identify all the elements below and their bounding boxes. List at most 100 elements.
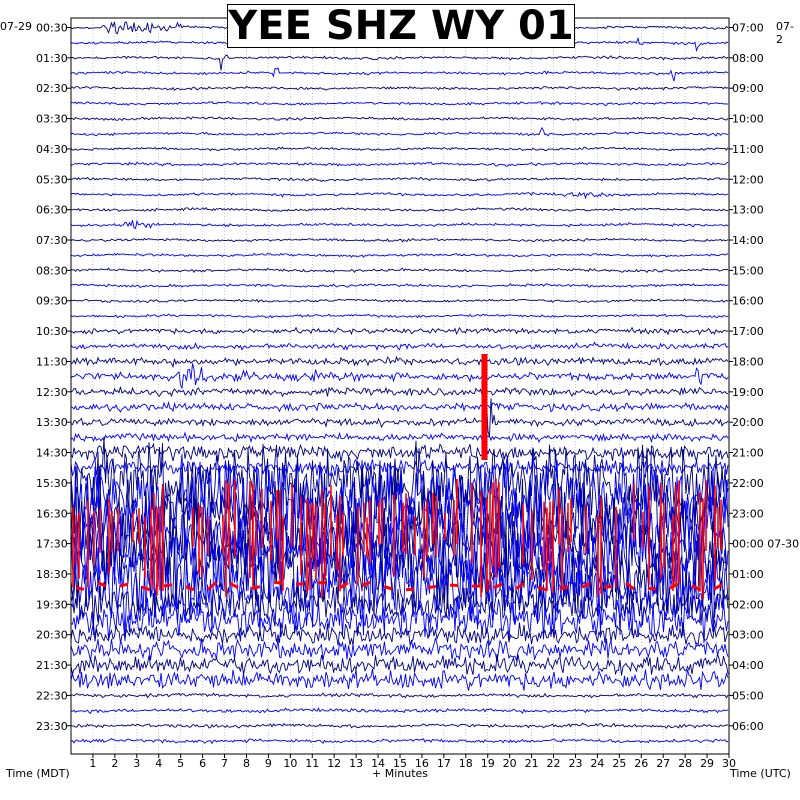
grid-lines xyxy=(71,18,729,754)
left-time-labels: 00:30 01:30 02:30 03:30 04:30 05:30 06:30 07:30… xyxy=(36,22,71,733)
left-time-label: 17:30 xyxy=(36,538,68,551)
clip-mark xyxy=(625,581,635,591)
x-tick-label: 7 xyxy=(221,757,228,770)
trace-row xyxy=(70,355,729,369)
left-time-label: 20:30 xyxy=(36,629,68,642)
trace-row xyxy=(70,581,729,628)
x-tick-label: 23 xyxy=(568,757,582,770)
right-time-label: 04:00 xyxy=(732,659,764,672)
x-tick-label: 5 xyxy=(177,757,184,770)
trace-row xyxy=(70,457,729,479)
clip-spike xyxy=(481,354,488,460)
left-time-label: 21:30 xyxy=(36,659,68,672)
trace-row xyxy=(70,386,728,398)
trace-row xyxy=(70,722,729,729)
trace-row xyxy=(70,341,729,352)
right-time-label: 13:00 xyxy=(732,204,764,217)
x-tick-label: 11 xyxy=(305,757,319,770)
trace-row xyxy=(70,176,729,183)
trace-row xyxy=(70,54,729,71)
right-time-label: 01:00 xyxy=(732,568,764,581)
clipped-signal-overlay xyxy=(72,354,723,599)
left-axis-label: Time (MDT) xyxy=(5,767,70,780)
trace-row xyxy=(70,537,729,637)
right-time-label: 15:00 xyxy=(732,264,764,277)
left-time-label: 04:30 xyxy=(36,143,68,156)
left-time-label: 05:30 xyxy=(36,173,68,186)
clip-mark xyxy=(493,582,503,590)
trace-row xyxy=(70,622,729,647)
clip-mark xyxy=(97,581,107,588)
x-tick-label: 22 xyxy=(547,757,561,770)
right-time-label: 02:00 xyxy=(732,598,764,611)
trace-row xyxy=(70,67,729,82)
x-tick-label: 1 xyxy=(89,757,96,770)
x-tick-label: 14 xyxy=(371,757,385,770)
right-time-label: 07:00 xyxy=(732,22,764,35)
left-time-label: 19:30 xyxy=(36,598,68,611)
trace-row xyxy=(70,267,729,274)
right-time-label: 00:00 07-30 xyxy=(732,538,799,551)
left-time-label: 18:30 xyxy=(36,568,68,581)
trace-row xyxy=(70,313,729,319)
trace-row xyxy=(70,283,729,289)
left-time-label: 09:30 xyxy=(36,295,68,308)
clip-mark xyxy=(119,582,129,588)
right-date-label: 07-2 xyxy=(776,20,794,46)
right-time-label: 11:00 xyxy=(732,143,764,156)
clip-mark xyxy=(581,582,591,589)
trace-row xyxy=(70,85,729,91)
x-tick-label: 21 xyxy=(525,757,539,770)
trace-row xyxy=(70,298,729,304)
x-tick-label: 8 xyxy=(243,757,250,770)
trace-row xyxy=(70,652,729,676)
left-time-label: 23:30 xyxy=(36,720,68,733)
clip-mark xyxy=(361,580,371,587)
trace-row xyxy=(70,161,729,167)
right-time-label: 23:00 xyxy=(732,507,764,520)
clip-mark xyxy=(75,586,85,591)
x-tick-label: 10 xyxy=(283,757,297,770)
left-time-label: 00:30 xyxy=(36,22,68,35)
right-time-label: 08:00 xyxy=(732,52,764,65)
x-tick-label: 19 xyxy=(481,757,495,770)
trace-row xyxy=(70,207,729,213)
trace-row xyxy=(70,398,729,456)
trace-row xyxy=(70,363,729,390)
right-time-label: 18:00 xyxy=(732,355,764,368)
clip-mark xyxy=(229,582,239,589)
left-time-label: 07:30 xyxy=(36,234,68,247)
left-time-label: 02:30 xyxy=(36,82,68,95)
trace-row xyxy=(70,595,729,644)
right-time-label: 06:00 xyxy=(732,720,764,733)
x-tick-label: 9 xyxy=(265,757,272,770)
x-tick-label: 6 xyxy=(199,757,206,770)
clip-mark xyxy=(691,584,701,592)
trace-row xyxy=(70,509,729,605)
x-tick-label: 24 xyxy=(590,757,604,770)
left-time-label: 08:30 xyxy=(36,264,68,277)
left-time-label: 22:30 xyxy=(36,689,68,702)
clip-mark xyxy=(251,585,261,591)
x-tick-label: 2 xyxy=(111,757,118,770)
trace-row xyxy=(70,126,729,137)
trace-row xyxy=(70,669,729,691)
left-time-label: 03:30 xyxy=(36,113,68,126)
trace-row xyxy=(70,400,729,413)
trace-row xyxy=(70,237,729,243)
left-time-label: 11:30 xyxy=(36,355,68,368)
trace-row xyxy=(70,116,729,122)
x-tick-label: 20 xyxy=(503,757,517,770)
right-time-label: 03:00 xyxy=(732,629,764,642)
x-tick-label: 4 xyxy=(155,757,162,770)
trace-row xyxy=(70,707,729,715)
left-date-label: 07-29 xyxy=(0,20,32,33)
trace-row xyxy=(70,637,729,663)
trace-row xyxy=(70,101,729,107)
x-tick-label: 17 xyxy=(437,757,451,770)
x-tick-label: 28 xyxy=(678,757,692,770)
clip-mark xyxy=(537,585,547,592)
right-time-label: 09:00 xyxy=(732,82,764,95)
x-tick-label: 18 xyxy=(459,757,473,770)
clip-mark xyxy=(647,586,657,591)
